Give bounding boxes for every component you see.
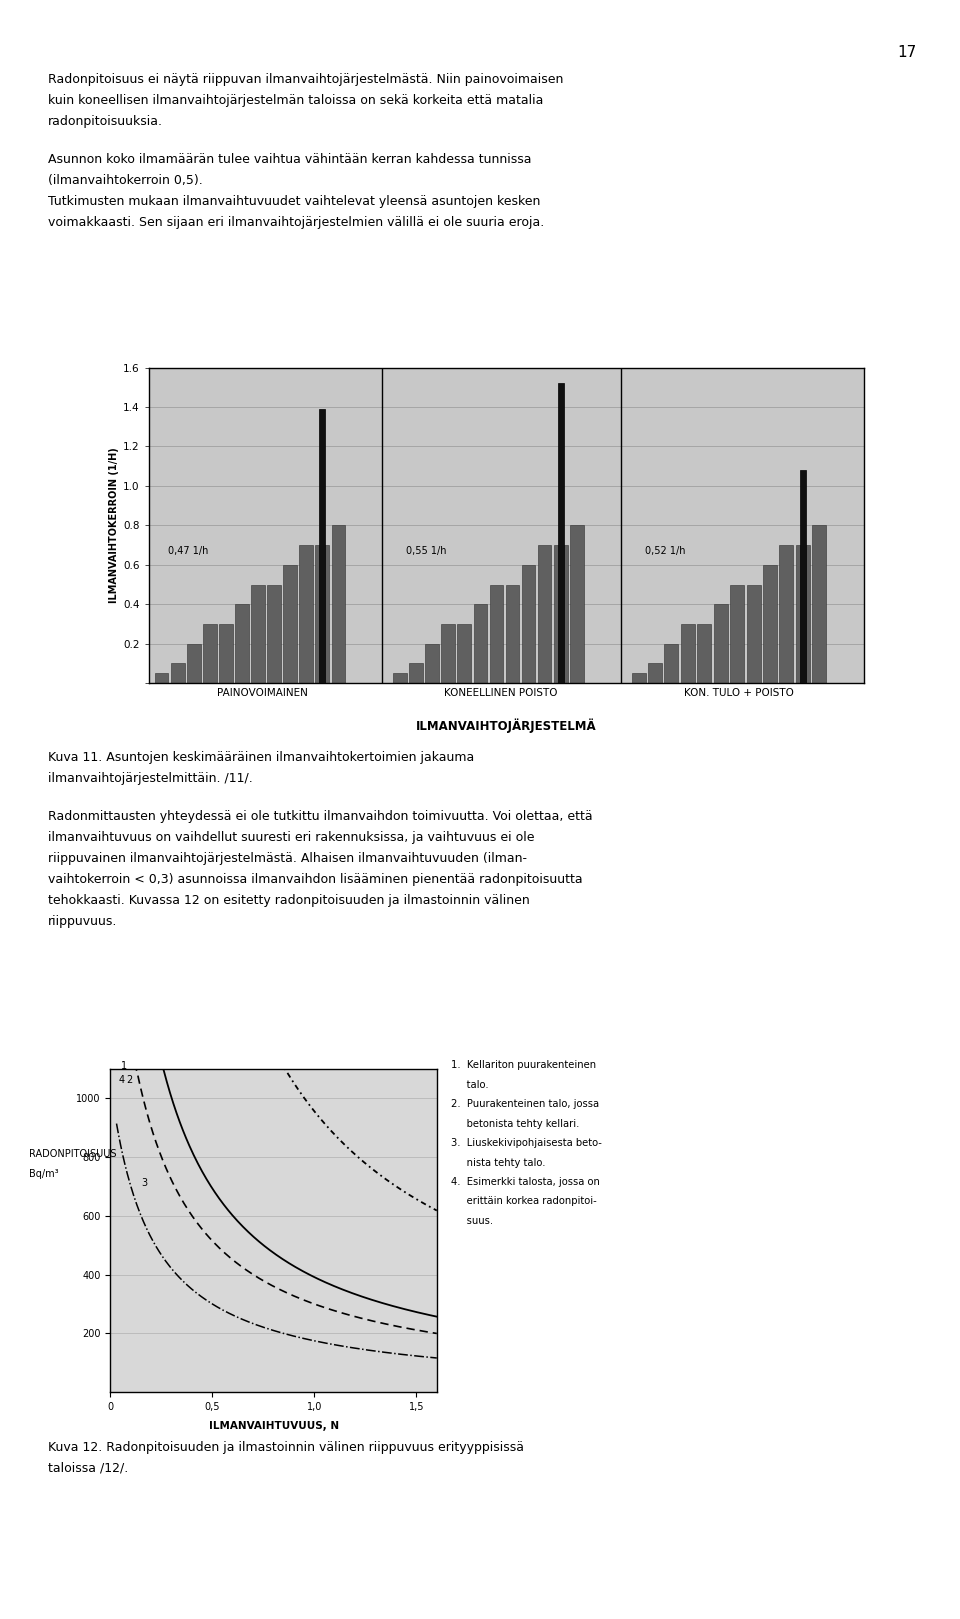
Bar [490, 584, 503, 683]
Text: betonista tehty kellari.: betonista tehty kellari. [451, 1119, 580, 1128]
Bar [252, 584, 265, 683]
Bar [300, 546, 313, 683]
Bar [554, 546, 567, 683]
Bar [800, 470, 805, 683]
Text: Kuva 11. Asuntojen keskimääräinen ilmanvaihtokertoimien jakauma: Kuva 11. Asuntojen keskimääräinen ilmanv… [48, 751, 474, 764]
Text: Bq/m³: Bq/m³ [29, 1169, 59, 1179]
Y-axis label: ILMANVAIHTOKERROIN (1/H): ILMANVAIHTOKERROIN (1/H) [109, 447, 119, 604]
Bar [267, 584, 281, 683]
Bar [664, 644, 679, 683]
Text: RADONPITOISUUS: RADONPITOISUUS [29, 1149, 116, 1159]
Text: (ilmanvaihtokerroin 0,5).: (ilmanvaihtokerroin 0,5). [48, 173, 203, 186]
Bar [812, 525, 827, 683]
Bar [283, 565, 297, 683]
Text: 2.  Puurakenteinen talo, jossa: 2. Puurakenteinen talo, jossa [451, 1099, 599, 1109]
Bar [558, 384, 564, 683]
Bar [203, 623, 217, 683]
Text: nista tehty talo.: nista tehty talo. [451, 1158, 545, 1167]
Text: ILMANVAIHTOJÄRJESTELMÄ: ILMANVAIHTOJÄRJESTELMÄ [416, 719, 597, 733]
Text: 3: 3 [141, 1179, 147, 1188]
Text: 0,55 1/h: 0,55 1/h [406, 546, 446, 555]
Bar [331, 525, 346, 683]
Text: Tutkimusten mukaan ilmanvaihtuvuudet vaihtelevat yleensä asuntojen kesken: Tutkimusten mukaan ilmanvaihtuvuudet vai… [48, 194, 540, 207]
Text: Radonmittausten yhteydessä ei ole tutkittu ilmanvaihdon toimivuutta. Voi olettaa: Radonmittausten yhteydessä ei ole tutkit… [48, 810, 592, 822]
Bar [681, 623, 695, 683]
Bar [780, 546, 793, 683]
Text: Kuva 12. Radonpitoisuuden ja ilmastoinnin välinen riippuvuus erityyppisissä: Kuva 12. Radonpitoisuuden ja ilmastoinni… [48, 1441, 524, 1454]
Text: 0,47 1/h: 0,47 1/h [168, 546, 208, 555]
Bar [506, 584, 519, 683]
Text: riippuvuus.: riippuvuus. [48, 915, 117, 928]
Text: 2: 2 [127, 1075, 133, 1085]
Bar [316, 546, 329, 683]
Text: Radonpitoisuus ei näytä riippuvan ilmanvaihtojärjestelmästä. Niin painovoimaisen: Radonpitoisuus ei näytä riippuvan ilmanv… [48, 73, 564, 86]
Text: kuin koneellisen ilmanvaihtojärjestelmän taloissa on sekä korkeita että matalia: kuin koneellisen ilmanvaihtojärjestelmän… [48, 94, 543, 107]
Text: ilmanvaihtuvuus on vaihdellut suuresti eri rakennuksissa, ja vaihtuvuus ei ole: ilmanvaihtuvuus on vaihdellut suuresti e… [48, 831, 535, 843]
Text: 17: 17 [898, 45, 917, 60]
Bar [763, 565, 777, 683]
Bar [747, 584, 760, 683]
Bar [394, 674, 407, 683]
Text: 1: 1 [121, 1060, 127, 1070]
Text: voimakkaasti. Sen sijaan eri ilmanvaihtojärjestelmien välillä ei ole suuria eroj: voimakkaasti. Sen sijaan eri ilmanvaihto… [48, 215, 544, 228]
Bar [648, 664, 662, 683]
Text: 0,52 1/h: 0,52 1/h [645, 546, 685, 555]
Bar [235, 604, 249, 683]
Bar [713, 604, 728, 683]
Text: 4: 4 [119, 1075, 125, 1085]
Text: 3.  Liuskekivipohjaisesta beto-: 3. Liuskekivipohjaisesta beto- [451, 1138, 602, 1148]
Bar [458, 623, 471, 683]
Text: ILMANVAIHTUVUUS, N: ILMANVAIHTUVUUS, N [208, 1421, 339, 1431]
Text: 4.  Esimerkki talosta, jossa on: 4. Esimerkki talosta, jossa on [451, 1177, 600, 1187]
Bar [697, 623, 711, 683]
Text: riippuvainen ilmanvaihtojärjestelmästä. Alhaisen ilmanvaihtuvuuden (ilman-: riippuvainen ilmanvaihtojärjestelmästä. … [48, 852, 527, 865]
Bar [219, 623, 232, 683]
Text: ilmanvaihtojärjestelmittäin. /11/.: ilmanvaihtojärjestelmittäin. /11/. [48, 772, 252, 785]
Text: taloissa /12/.: taloissa /12/. [48, 1462, 129, 1475]
Text: erittäin korkea radonpitoi-: erittäin korkea radonpitoi- [451, 1196, 597, 1206]
Bar [796, 546, 810, 683]
Text: suus.: suus. [451, 1216, 493, 1226]
Bar [632, 674, 645, 683]
Bar [425, 644, 439, 683]
Bar [155, 674, 168, 683]
Text: 1.  Kellariton puurakenteinen: 1. Kellariton puurakenteinen [451, 1060, 596, 1070]
Bar [731, 584, 744, 683]
Bar [409, 664, 423, 683]
Text: vaihtokerroin < 0,3) asunnoissa ilmanvaihdon lisääminen pienentää radonpitoisuut: vaihtokerroin < 0,3) asunnoissa ilmanvai… [48, 873, 583, 886]
Text: talo.: talo. [451, 1080, 489, 1090]
Text: radonpitoisuuksia.: radonpitoisuuksia. [48, 115, 163, 128]
Bar [538, 546, 551, 683]
Bar [473, 604, 487, 683]
Bar [171, 664, 184, 683]
Bar [442, 623, 455, 683]
Bar [570, 525, 584, 683]
Bar [320, 410, 325, 683]
Text: Asunnon koko ilmamäärän tulee vaihtua vähintään kerran kahdessa tunnissa: Asunnon koko ilmamäärän tulee vaihtua vä… [48, 152, 532, 165]
Bar [521, 565, 536, 683]
Text: tehokkaasti. Kuvassa 12 on esitetty radonpitoisuuden ja ilmastoinnin välinen: tehokkaasti. Kuvassa 12 on esitetty rado… [48, 894, 530, 907]
Bar [187, 644, 201, 683]
